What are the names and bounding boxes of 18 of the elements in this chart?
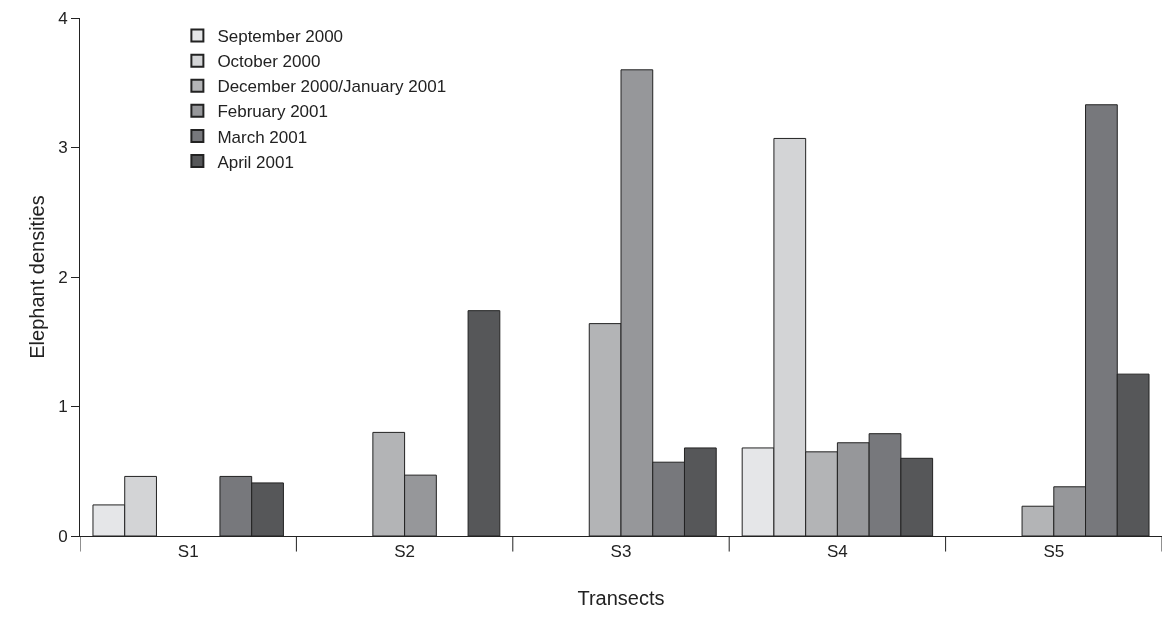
legend-label: March 2001 — [217, 127, 308, 147]
y-axis-title: Elephant densities — [25, 195, 48, 359]
y-tick-label: 1 — [58, 397, 68, 417]
legend-label: April 2001 — [217, 152, 294, 172]
x-axis-title: Transects — [577, 586, 665, 609]
legend-label: October 2000 — [217, 52, 321, 72]
x-tick-label: S1 — [177, 542, 199, 562]
y-tick-label: 0 — [58, 526, 68, 546]
legend-label: September 2000 — [217, 27, 344, 47]
legend-label: February 2001 — [217, 102, 328, 122]
x-tick-label: S5 — [1043, 542, 1065, 562]
y-tick-label: 2 — [58, 267, 68, 287]
x-tick-label: S3 — [610, 542, 632, 562]
x-tick-label: S2 — [394, 542, 415, 562]
y-tick-label: 3 — [58, 138, 68, 158]
x-tick-label: S4 — [827, 542, 848, 562]
y-tick-label: 4 — [58, 8, 68, 28]
legend-label: December 2000/January 2001 — [217, 77, 447, 97]
